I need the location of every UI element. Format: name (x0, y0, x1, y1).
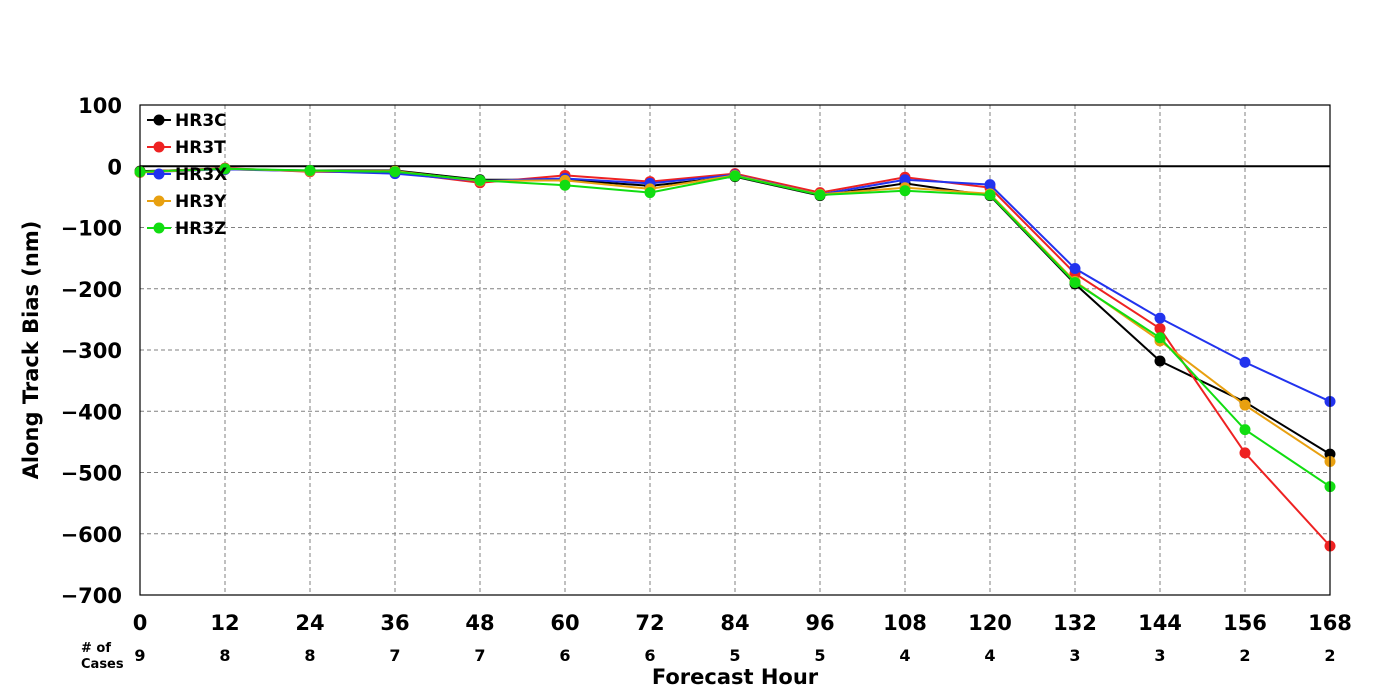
data-point (984, 189, 996, 201)
data-point (729, 170, 741, 182)
case-count: 8 (219, 646, 230, 665)
data-point (1154, 323, 1166, 335)
y-tick-label: −400 (61, 400, 122, 424)
legend-marker (153, 168, 165, 180)
legend-item-hr3z: HR3Z (147, 219, 226, 239)
data-point (304, 165, 316, 177)
x-tick-label: 72 (635, 611, 664, 635)
legend-marker (153, 195, 165, 207)
x-tick-label: 84 (720, 611, 749, 635)
case-count: 3 (1154, 646, 1165, 665)
data-point (1154, 332, 1166, 344)
data-point (899, 174, 911, 186)
case-count: 6 (644, 646, 655, 665)
y-tick-label: −700 (61, 584, 122, 608)
legend-item-hr3c: HR3C (147, 111, 227, 131)
x-tick-label: 60 (550, 611, 579, 635)
plot-frame (139, 104, 1331, 596)
data-point (984, 179, 996, 191)
case-count: 2 (1324, 646, 1335, 665)
data-point (1154, 355, 1166, 367)
series (134, 162, 1336, 552)
y-tick-label: 0 (107, 155, 122, 179)
legend-label: HR3X (175, 165, 227, 185)
data-point (644, 187, 656, 199)
series-line (139, 167, 1331, 488)
case-count: 7 (389, 646, 400, 665)
legend-label: HR3Y (175, 192, 227, 212)
x-axis-title: Forecast Hour (652, 665, 819, 689)
x-tick-label: 156 (1223, 611, 1267, 635)
data-point (1154, 312, 1166, 324)
y-tick-label: −600 (61, 523, 122, 547)
data-point (1069, 263, 1081, 275)
case-count: 3 (1069, 646, 1080, 665)
y-tick-labels: 100 0 −100 −200 −300 −400 −500 −600 −700 (61, 94, 122, 608)
grid (140, 105, 1330, 595)
case-count: 7 (474, 646, 485, 665)
cases-row: 9 8 8 7 7 6 6 5 5 4 4 3 3 2 2 (134, 646, 1335, 665)
case-count: 4 (984, 646, 995, 665)
x-tick-label: 120 (968, 611, 1012, 635)
series-hr3x (134, 163, 1336, 407)
case-count: 8 (304, 646, 315, 665)
case-count: 5 (814, 646, 825, 665)
case-count: 2 (1239, 646, 1250, 665)
y-tick-label: −100 (61, 217, 122, 241)
legend-marker (153, 141, 165, 153)
x-tick-label: 36 (380, 611, 409, 635)
x-tick-label: 96 (805, 611, 834, 635)
y-axis-title: Along Track Bias (nm) (19, 221, 43, 480)
y-tick-label: −200 (61, 278, 122, 302)
legend-label: HR3Z (175, 219, 226, 239)
data-point (1239, 424, 1251, 436)
data-point (559, 179, 571, 191)
data-point (219, 163, 231, 175)
x-tick-labels: 0 12 24 36 48 60 72 84 96 108 120 132 144 156 168 (133, 611, 1352, 635)
legend-item-hr3y: HR3Y (147, 192, 227, 212)
case-count: 4 (899, 646, 910, 665)
legend-marker (153, 222, 165, 234)
data-point (814, 189, 826, 201)
case-count: 6 (559, 646, 570, 665)
legend-label: HR3C (175, 111, 227, 131)
x-tick-label: 0 (133, 611, 148, 635)
legend-label: HR3T (175, 138, 226, 158)
data-point (389, 166, 401, 178)
data-point (474, 174, 486, 186)
x-tick-label: 132 (1053, 611, 1097, 635)
case-count: 9 (134, 646, 145, 665)
legend-item-hr3x: HR3X (147, 165, 227, 185)
case-count: 5 (729, 646, 740, 665)
y-tick-label: −300 (61, 339, 122, 363)
data-point (1239, 356, 1251, 368)
x-tick-label: 144 (1138, 611, 1182, 635)
x-tick-label: 12 (210, 611, 239, 635)
x-tick-label: 108 (883, 611, 927, 635)
y-tick-label: 100 (78, 94, 122, 118)
y-tick-label: −500 (61, 462, 122, 486)
data-point (899, 185, 911, 197)
legend-item-hr3t: HR3T (147, 138, 226, 158)
x-tick-label: 48 (465, 611, 494, 635)
x-tick-label: 24 (295, 611, 324, 635)
x-tick-label: 168 (1308, 611, 1352, 635)
legend: HR3C HR3T HR3X HR3Y HR3Z (147, 111, 227, 239)
legend-marker (153, 114, 165, 126)
data-point (1239, 399, 1251, 411)
data-point (1069, 277, 1081, 289)
cases-title: # of Cases (81, 641, 124, 672)
data-point (1239, 447, 1251, 459)
